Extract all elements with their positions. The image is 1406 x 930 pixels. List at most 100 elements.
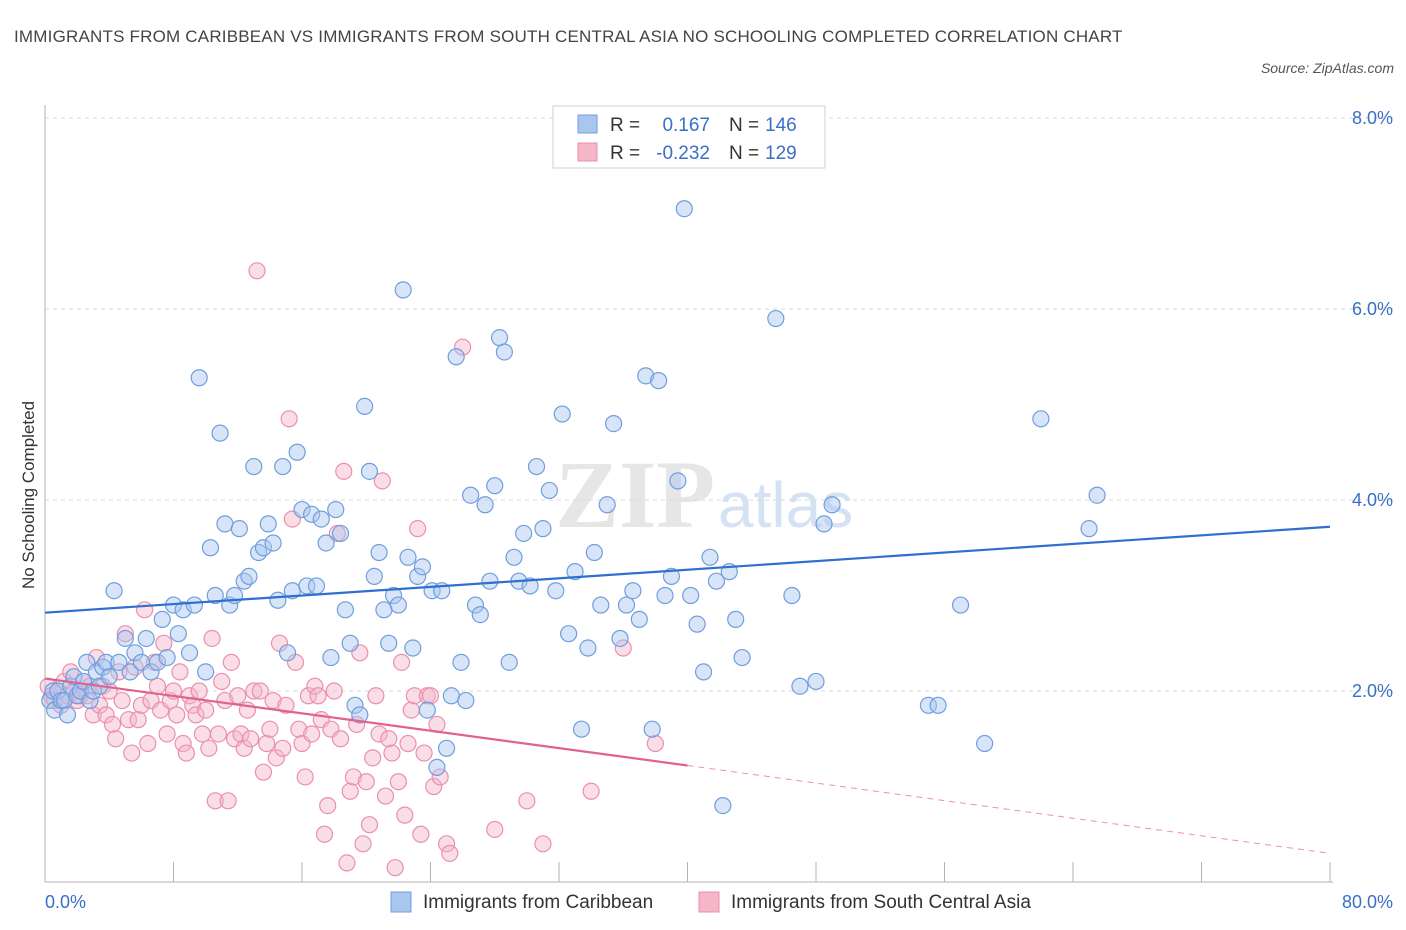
- data-point: [425, 777, 443, 796]
- data-point: [1080, 520, 1098, 538]
- data-point: [168, 706, 186, 724]
- data-point: [572, 720, 591, 738]
- data-point: [605, 415, 623, 433]
- legend-label-caribbean: Immigrants from Caribbean: [423, 892, 653, 913]
- data-point: [486, 477, 504, 495]
- data-point: [714, 796, 732, 815]
- data-point: [180, 644, 199, 662]
- data-point: [267, 749, 285, 767]
- data-point: [303, 505, 321, 523]
- data-point: [919, 696, 938, 714]
- data-point: [230, 520, 248, 538]
- data-point: [126, 644, 144, 662]
- stats-n-label-pink: N =: [729, 143, 759, 164]
- data-point: [976, 734, 994, 753]
- data-point: [598, 496, 616, 514]
- data-point: [197, 663, 215, 681]
- y-axis-title: No Schooling Completed: [19, 401, 38, 589]
- data-point: [380, 634, 398, 652]
- data-point: [515, 524, 533, 543]
- stats-r-value-pink: -0.232: [656, 143, 710, 164]
- data-point: [135, 601, 154, 619]
- data-point: [97, 653, 115, 671]
- stats-n-value-pink: 129: [765, 143, 797, 164]
- data-point: [707, 572, 726, 590]
- data-point: [375, 601, 393, 619]
- data-point: [547, 582, 565, 600]
- data-point: [367, 687, 385, 705]
- data-point: [309, 687, 327, 705]
- data-point: [148, 653, 167, 671]
- data-point: [486, 820, 504, 839]
- data-point: [1032, 410, 1050, 428]
- data-point: [656, 586, 674, 605]
- data-point: [87, 648, 106, 667]
- data-point: [296, 768, 314, 786]
- data-point: [203, 629, 221, 648]
- data-point: [254, 539, 273, 557]
- data-point: [153, 610, 171, 628]
- data-point: [49, 682, 67, 700]
- data-point: [630, 610, 648, 628]
- data-point: [360, 816, 379, 834]
- data-point: [682, 586, 700, 605]
- data-point: [592, 596, 610, 614]
- data-point: [107, 730, 125, 748]
- data-point: [303, 725, 321, 743]
- data-point: [132, 696, 150, 714]
- data-point: [123, 744, 141, 762]
- trend-lines: [44, 525, 1331, 854]
- data-point: [643, 720, 661, 738]
- axes: [44, 105, 1333, 883]
- stats-legend-swatch-blue: [577, 114, 598, 134]
- data-point: [518, 792, 536, 810]
- data-point: [200, 739, 218, 757]
- data-point: [298, 577, 316, 595]
- data-point: [370, 725, 388, 743]
- data-point: [209, 725, 228, 743]
- data-point: [505, 548, 523, 566]
- data-point: [110, 653, 128, 671]
- data-point: [437, 835, 456, 853]
- data-point: [169, 625, 187, 643]
- y-tick-label: 4.0%: [1352, 490, 1393, 510]
- data-point: [190, 369, 208, 387]
- data-point: [58, 706, 77, 724]
- legend-label-south-central-asia: Immigrants from South Central Asia: [731, 892, 1031, 913]
- data-point: [84, 706, 102, 724]
- data-point: [158, 725, 176, 743]
- legend-swatch-caribbean: [390, 891, 412, 913]
- data-point: [155, 634, 173, 652]
- stats-legend-swatch-pink: [577, 142, 598, 162]
- data-point: [490, 329, 509, 347]
- data-point: [452, 653, 470, 671]
- data-point: [344, 768, 362, 786]
- watermark-zip: ZIP: [555, 441, 715, 548]
- data-point: [389, 773, 407, 791]
- data-point: [206, 586, 224, 605]
- data-point: [437, 739, 456, 757]
- data-point: [364, 749, 382, 767]
- data-point: [293, 500, 311, 519]
- data-point: [521, 577, 539, 595]
- stats-r-label-blue: R =: [610, 115, 640, 136]
- data-point: [245, 682, 263, 700]
- data-point: [185, 596, 203, 614]
- data-point: [415, 744, 433, 762]
- data-point: [274, 739, 292, 757]
- trend-line-south-central-asia-extrapolated: [687, 764, 1331, 854]
- y-tick-labels: 2.0% 4.0% 6.0% 8.0%: [1352, 108, 1393, 701]
- stats-r-value-blue: 0.167: [662, 115, 710, 136]
- data-point: [611, 629, 629, 648]
- data-point: [290, 720, 308, 738]
- data-point: [466, 596, 485, 614]
- data-point: [288, 443, 306, 461]
- bottom-legend: Immigrants from Caribbean Immigrants fro…: [390, 891, 1031, 913]
- data-point: [177, 744, 195, 762]
- data-point: [319, 796, 337, 815]
- data-point: [346, 696, 364, 714]
- data-point: [142, 663, 160, 681]
- data-point: [373, 472, 391, 490]
- data-point: [137, 629, 155, 648]
- data-point: [306, 677, 324, 695]
